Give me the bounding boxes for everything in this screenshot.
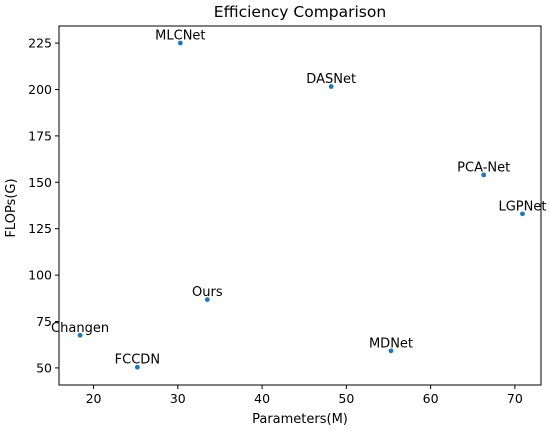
data-point	[77, 332, 83, 338]
data-point	[520, 211, 525, 217]
x-tick-label: 70	[507, 391, 523, 406]
x-tick-label: 30	[170, 391, 186, 406]
x-tick-label: 20	[86, 391, 102, 406]
ticks-layer: 20 30 40 50 60 70 50 75 100 125 150 175 200 225	[28, 36, 523, 406]
y-tick-label: 150	[28, 175, 52, 190]
y-tick-label: 200	[28, 82, 52, 97]
y-tick-label: 225	[28, 36, 52, 51]
data-point-label: LGPNet	[498, 199, 546, 214]
data-point-label: PCA-Net	[457, 160, 510, 175]
points-layer: MLCNet DASNet PCA-Net LGPNet Ours Changen MDNe…	[51, 29, 546, 370]
y-tick-label: 50	[36, 360, 52, 375]
x-axis-label: Parameters(M)	[252, 412, 348, 427]
data-point	[204, 297, 210, 303]
data-point	[388, 348, 394, 354]
x-tick-label: 40	[254, 391, 270, 406]
data-point-label: DASNet	[306, 72, 356, 87]
x-tick-label: 50	[338, 391, 354, 406]
plot-frame	[58, 25, 542, 386]
y-tick-label: 125	[28, 221, 52, 236]
data-point-label: MDNet	[369, 336, 413, 351]
chart-title: Efficiency Comparison	[214, 3, 386, 21]
data-point	[134, 364, 140, 370]
data-point-label: MLCNet	[155, 29, 205, 44]
data-point	[481, 172, 487, 178]
data-point-label: Ours	[192, 285, 223, 300]
y-tick-label: 75	[36, 314, 52, 329]
data-point-label: Changen	[51, 321, 109, 336]
x-tick-label: 60	[423, 391, 439, 406]
y-axis-label: FLOPs(G)	[4, 178, 19, 237]
data-point-label: FCCDN	[115, 353, 160, 368]
y-tick-label: 175	[28, 128, 52, 143]
data-point	[177, 40, 183, 46]
y-tick-label: 100	[28, 268, 52, 283]
data-point	[328, 84, 334, 89]
